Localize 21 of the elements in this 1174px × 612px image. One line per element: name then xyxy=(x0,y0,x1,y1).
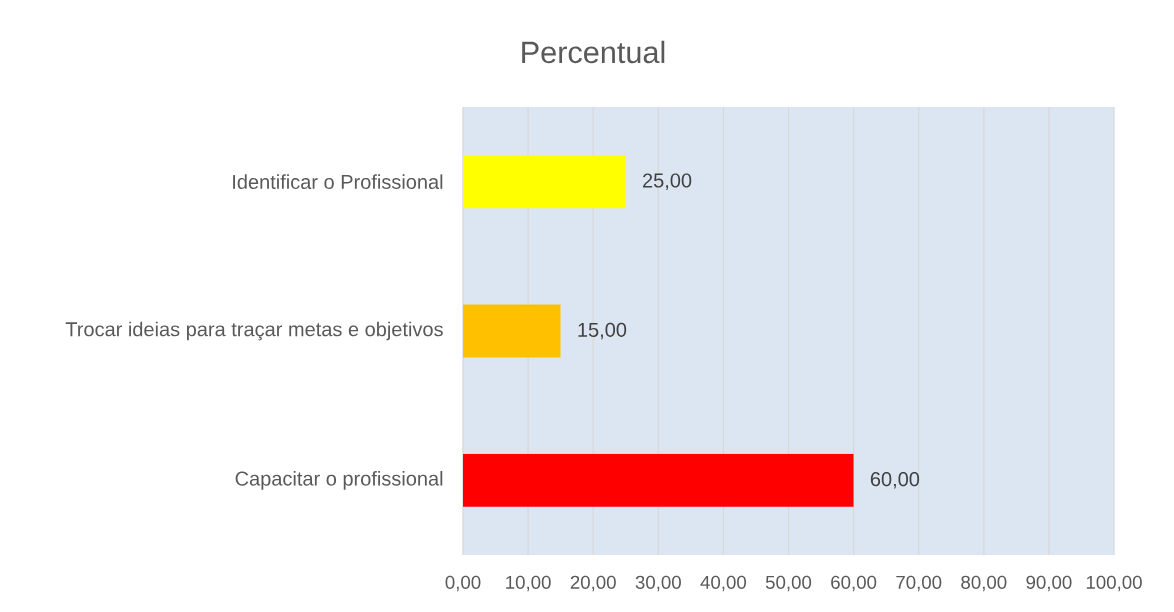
x-tick-label: 10,00 xyxy=(506,575,551,592)
x-tick-label: 100,00 xyxy=(1086,575,1142,592)
y-tick-label: Trocar ideias para traçar metas e objetivos xyxy=(65,321,443,341)
y-tick-label: Capacitar o profissional xyxy=(235,471,443,490)
bar xyxy=(463,453,854,507)
data-label: 15,00 xyxy=(578,322,627,340)
bar xyxy=(463,304,561,358)
x-tick-label: 60,00 xyxy=(831,575,877,592)
x-tick-label: 70,00 xyxy=(896,575,942,592)
y-tick-label: Identificar o Profissional xyxy=(233,174,443,190)
x-tick-label: 50,00 xyxy=(765,575,812,592)
x-tick-label: 80,00 xyxy=(961,575,1007,592)
chart-title: Percentual xyxy=(522,40,665,64)
x-tick-label: 30,00 xyxy=(635,575,681,592)
data-label: 60,00 xyxy=(870,472,920,489)
x-tick-label: 90,00 xyxy=(1026,575,1072,592)
x-tick-label: 0,00 xyxy=(445,575,481,592)
data-label: 25,00 xyxy=(643,173,692,190)
bar xyxy=(463,155,626,209)
x-tick-label: 20,00 xyxy=(570,575,616,592)
x-tick-label: 40,00 xyxy=(700,575,747,592)
